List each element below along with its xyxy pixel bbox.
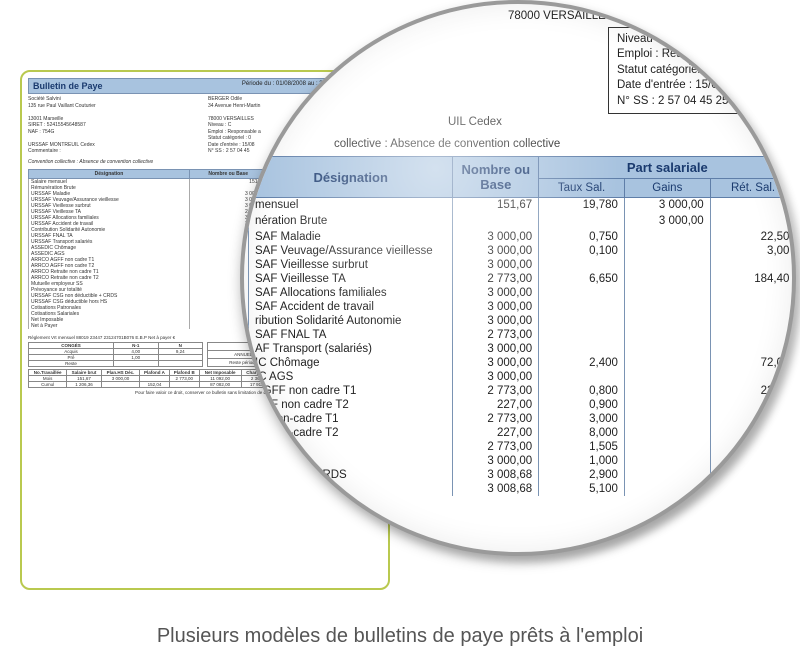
employee-address: 34 Avenue Henri-M... 78000 VERSAILLES [508, 0, 616, 25]
caption: Plusieurs modèles de bulletins de paye p… [0, 625, 800, 648]
lens-content: 34 Avenue Henri-M... 78000 VERSAILLES Ni… [248, 0, 796, 534]
stage: Bulletin de Paye Période du : 01/08/2008… [0, 0, 800, 666]
zoom-table: DésignationNombre ouBasePart salarialePa… [248, 156, 796, 496]
company-info: Société Salvini135 rue Paul Vaillant Cou… [28, 96, 202, 155]
zoom-convention: collective : Absence de convention colle… [248, 138, 796, 150]
uil-text: UIL Cedex [248, 116, 796, 128]
magnifier-lens: 34 Avenue Henri-M... 78000 VERSAILLES Ni… [240, 0, 796, 556]
employee-details-box: Niveau : Coef. : 400Emploi : Responsable… [608, 27, 796, 115]
payslip-title: Bulletin de Paye [33, 81, 103, 91]
zoom-totals: 719,892 367,36 [608, 506, 796, 534]
